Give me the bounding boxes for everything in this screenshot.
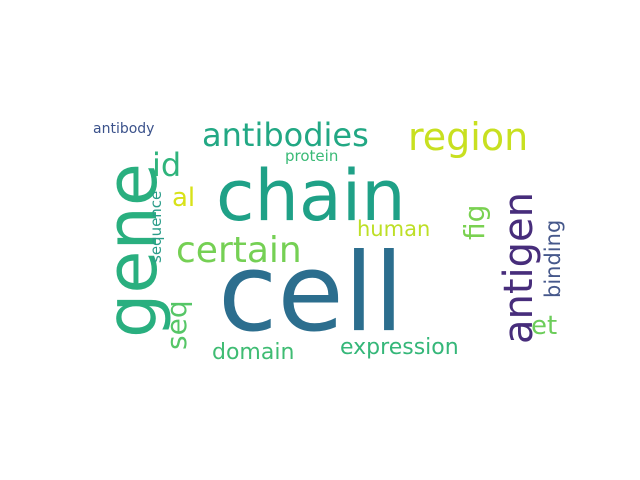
word-certain: certain bbox=[176, 230, 302, 271]
word-antibody: antibody bbox=[93, 121, 154, 137]
word-protein: protein bbox=[285, 147, 338, 165]
word-et: et bbox=[531, 311, 557, 341]
word-sequence: sequence bbox=[147, 191, 165, 263]
word-human: human bbox=[357, 217, 430, 241]
word-domain: domain bbox=[212, 340, 294, 365]
word-id: id bbox=[152, 146, 181, 184]
word-expression: expression bbox=[340, 335, 459, 360]
word-binding: binding bbox=[541, 220, 565, 298]
word-al: al bbox=[172, 183, 195, 213]
word-seq: seq bbox=[160, 300, 193, 350]
word-fig: fig bbox=[458, 205, 491, 240]
word-region: region bbox=[408, 115, 528, 159]
